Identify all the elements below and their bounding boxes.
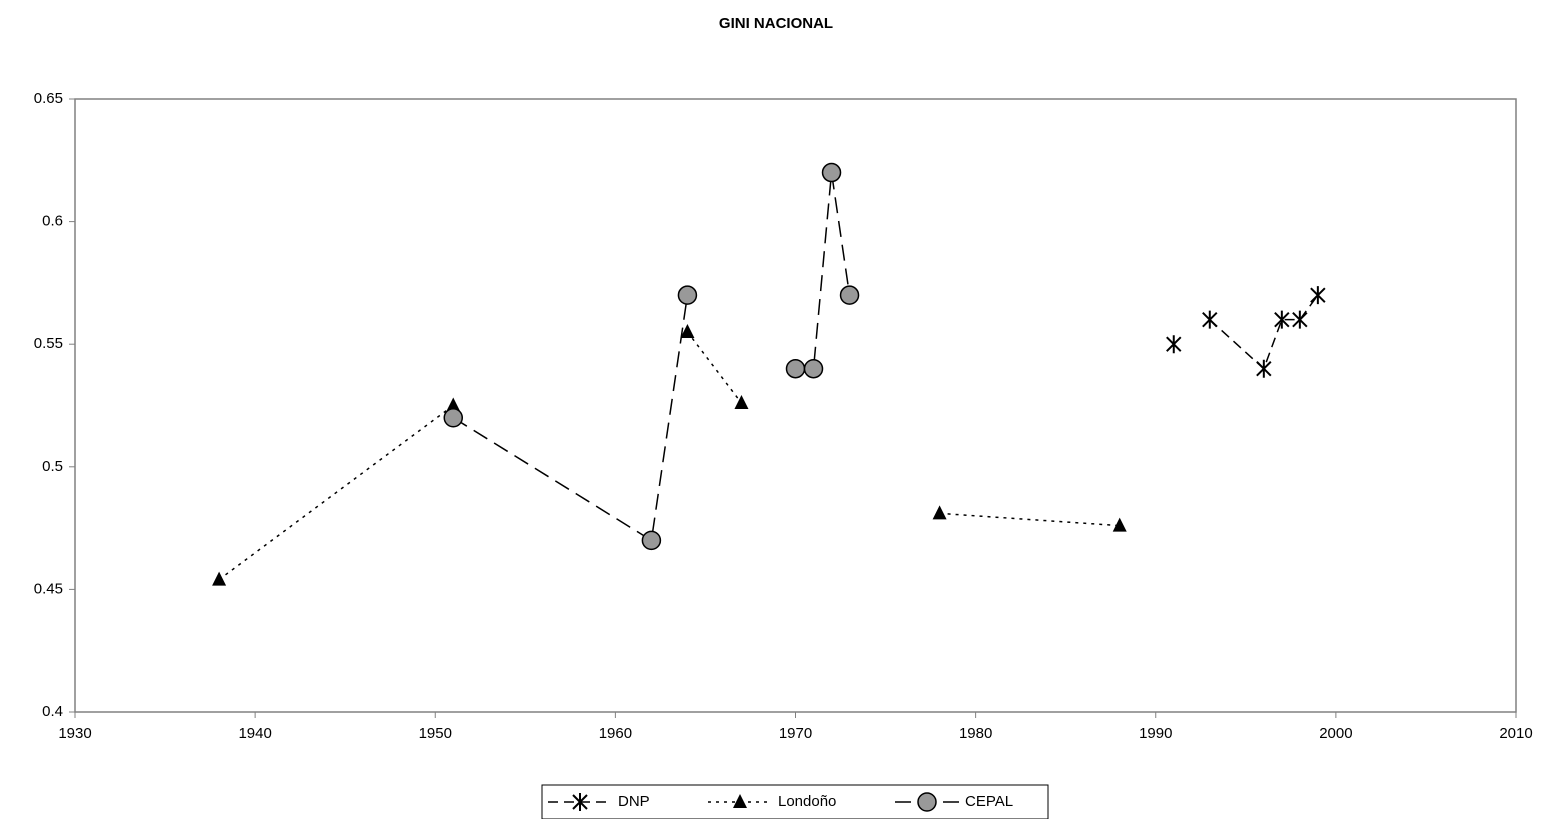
legend-box [541,784,1049,819]
marker [1256,359,1272,378]
marker-shape [212,571,227,586]
marker-shape [785,358,806,379]
marker-shape [1166,335,1182,354]
marker-shape [1202,310,1218,329]
x-tick-label: 2000 [1319,725,1352,742]
marker [1202,310,1218,329]
marker [1310,286,1326,305]
marker [917,792,937,812]
y-tick-label: 0.5 [42,458,63,475]
marker-shape [917,792,937,812]
chart-title: GINI NACIONAL [719,15,833,32]
marker [572,793,588,811]
x-tick-label: 1960 [599,725,632,742]
marker [932,505,947,520]
marker [785,358,806,379]
marker [821,162,842,183]
marker [839,285,860,305]
y-tick-label: 0.55 [34,335,63,352]
marker [212,571,227,586]
marker-shape [641,530,662,551]
series-line [218,331,1120,581]
marker [1274,310,1290,329]
marker-shape [443,408,464,428]
marker [1166,335,1182,354]
legend-label: CEPAL [965,793,1013,810]
marker-shape [734,395,749,410]
marker-shape [1256,359,1272,378]
series-line [1209,294,1319,371]
marker [734,395,749,410]
marker [446,397,461,412]
marker [443,408,464,428]
marker [680,323,695,338]
x-tick-label: 1940 [238,725,271,742]
marker-shape [677,285,698,305]
marker-shape [572,793,588,811]
x-tick-label: 2010 [1499,725,1532,742]
marker [1112,517,1127,532]
marker [641,530,662,551]
marker-shape [1292,310,1308,329]
y-tick-label: 0.6 [42,213,63,230]
marker-shape [839,285,860,305]
marker-shape [1310,286,1326,305]
marker-shape [1112,517,1127,532]
x-tick-label: 1990 [1139,725,1172,742]
marker [803,358,824,379]
marker [1292,310,1308,329]
x-tick-label: 1930 [58,725,91,742]
x-tick-label: 1970 [779,725,812,742]
marker-shape [803,358,824,379]
marker-shape [733,794,747,808]
y-tick-label: 0.65 [34,90,63,107]
legend-label: Londoño [778,793,836,810]
y-tick-label: 0.4 [42,703,63,720]
x-tick-label: 1980 [959,725,992,742]
marker-shape [680,323,695,338]
marker-shape [932,505,947,520]
plot-area [74,98,1517,713]
marker [677,285,698,305]
marker-shape [1274,310,1290,329]
legend-label: DNP [618,793,650,810]
marker-shape [821,162,842,183]
marker-shape [446,397,461,412]
marker [733,794,747,808]
x-tick-label: 1950 [419,725,452,742]
y-tick-label: 0.45 [34,580,63,597]
